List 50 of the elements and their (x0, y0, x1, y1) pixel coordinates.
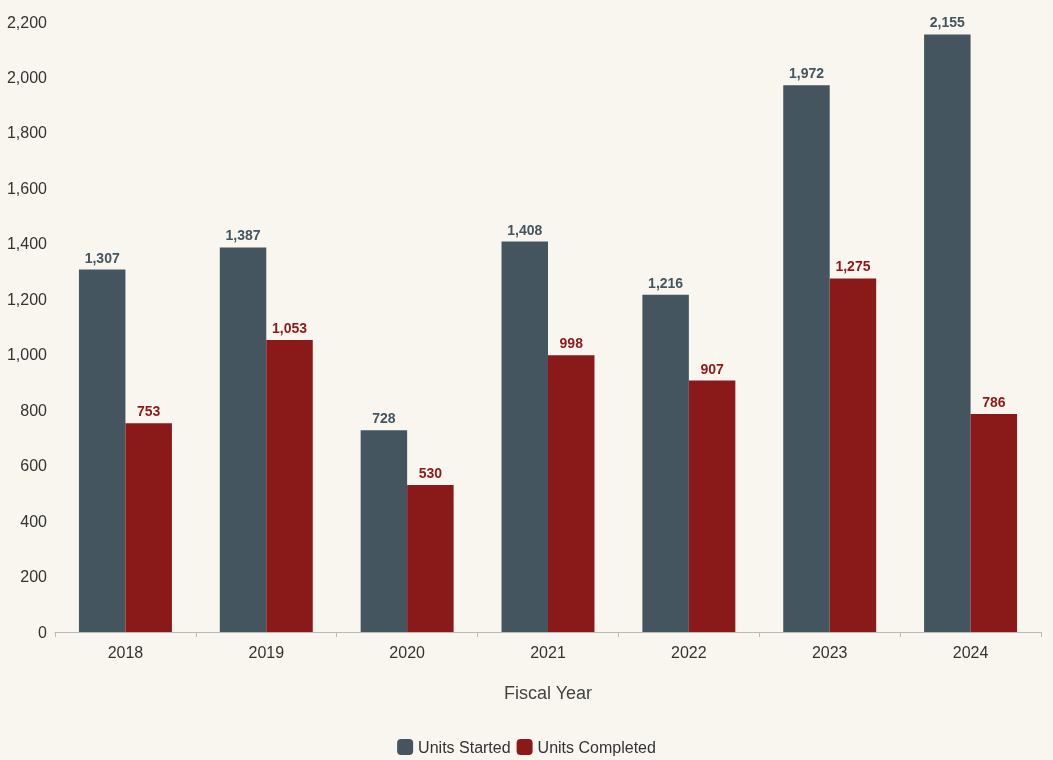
bar (924, 34, 971, 632)
data-label: 998 (559, 335, 584, 352)
y-tick-label: 200 (20, 568, 48, 586)
bar (219, 247, 267, 632)
bar (501, 241, 548, 632)
bar (548, 355, 595, 632)
legend-label: Units Started (418, 738, 511, 756)
y-tick-label: 0 (38, 623, 48, 641)
x-tick-label: 2022 (671, 643, 707, 661)
y-tick-label: 1,400 (6, 235, 48, 253)
y-tick-label: 1,800 (6, 124, 48, 142)
bar (360, 430, 408, 632)
bar (783, 85, 830, 632)
bar (407, 485, 454, 632)
x-tick-label: 2023 (811, 643, 848, 661)
x-tick-label: 2020 (389, 643, 426, 661)
x-tick-label: 2019 (248, 643, 285, 661)
y-tick-label: 1,600 (6, 179, 48, 197)
data-label: 1,216 (648, 274, 684, 291)
legend-label: Units Completed (537, 738, 656, 756)
y-tick-label: 800 (20, 401, 48, 419)
bar (688, 380, 736, 632)
bar (829, 278, 877, 632)
bar (642, 294, 689, 632)
bar (125, 423, 172, 632)
data-label: 1,972 (788, 65, 825, 82)
x-tick-label: 2021 (530, 643, 566, 661)
data-label: 1,275 (835, 258, 871, 275)
y-tick-label: 2,200 (6, 13, 48, 31)
data-label: 728 (372, 410, 396, 427)
data-label: 1,307 (84, 249, 120, 266)
y-tick-label: 1,000 (6, 346, 48, 364)
x-axis-title: Fiscal Year (503, 683, 593, 703)
data-label: 753 (136, 403, 161, 420)
data-label: 907 (700, 360, 724, 377)
y-tick-label: 1,200 (6, 290, 48, 308)
y-tick-label: 400 (20, 512, 48, 530)
bar (266, 340, 313, 632)
bar (78, 269, 126, 632)
x-tick-label: 2018 (107, 643, 144, 661)
data-label: 530 (418, 465, 443, 482)
data-label: 1,387 (225, 227, 261, 244)
data-label: 1,053 (272, 320, 308, 337)
data-label: 786 (982, 394, 1006, 411)
y-tick-label: 2,000 (6, 68, 48, 86)
data-label: 1,408 (507, 221, 543, 238)
x-tick-label: 2024 (952, 643, 989, 661)
data-label: 2,155 (929, 14, 966, 31)
y-tick-label: 600 (20, 457, 48, 475)
bar (970, 414, 1018, 632)
